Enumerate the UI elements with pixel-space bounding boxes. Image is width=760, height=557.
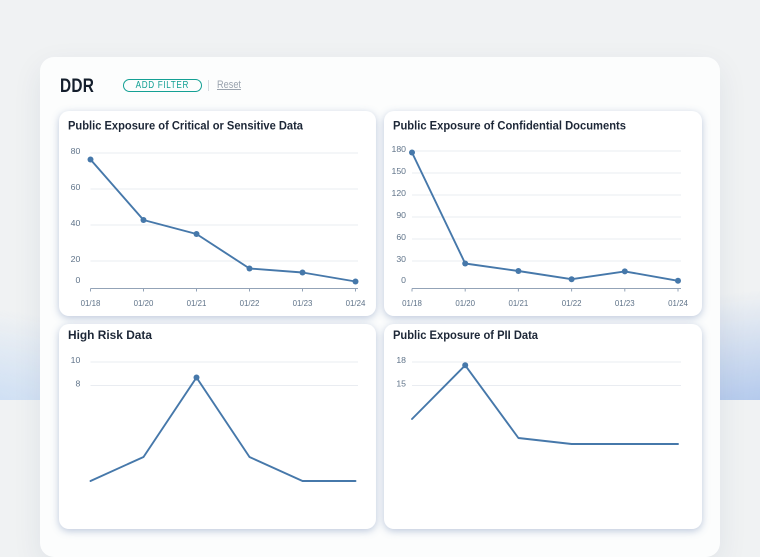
svg-text:01/21: 01/21 [509,299,529,308]
svg-text:01/18: 01/18 [402,299,422,308]
svg-text:30: 30 [396,254,406,264]
svg-text:0: 0 [75,275,80,285]
svg-text:180: 180 [392,144,407,154]
svg-text:01/23: 01/23 [615,299,635,308]
svg-text:Public Exposure of PII Data: Public Exposure of PII Data [393,328,538,342]
svg-text:01/23: 01/23 [292,299,312,308]
svg-text:0: 0 [401,275,406,285]
svg-text:150: 150 [392,166,407,176]
svg-text:High Risk Data: High Risk Data [68,328,152,342]
svg-text:40: 40 [70,218,80,228]
svg-text:120: 120 [392,188,407,198]
svg-text:Public Exposure of Confidentia: Public Exposure of Confidential Document… [393,119,626,133]
svg-text:01/22: 01/22 [562,299,582,308]
svg-text:01/24: 01/24 [345,299,365,308]
svg-text:10: 10 [70,355,80,365]
svg-text:60: 60 [396,232,406,242]
svg-text:20: 20 [70,254,80,264]
svg-text:15: 15 [396,379,406,389]
svg-text:80: 80 [70,146,80,156]
svg-text:60: 60 [70,182,80,192]
svg-text:Public Exposure of Critical or: Public Exposure of Critical or Sensitive… [68,119,303,133]
svg-text:01/24: 01/24 [668,299,688,308]
svg-text:8: 8 [75,379,80,389]
svg-text:01/20: 01/20 [133,299,153,308]
svg-text:01/22: 01/22 [239,299,259,308]
svg-text:01/21: 01/21 [186,299,206,308]
svg-text:01/18: 01/18 [80,299,100,308]
svg-text:90: 90 [396,210,406,220]
svg-text:01/20: 01/20 [455,299,475,308]
svg-text:18: 18 [396,355,406,365]
